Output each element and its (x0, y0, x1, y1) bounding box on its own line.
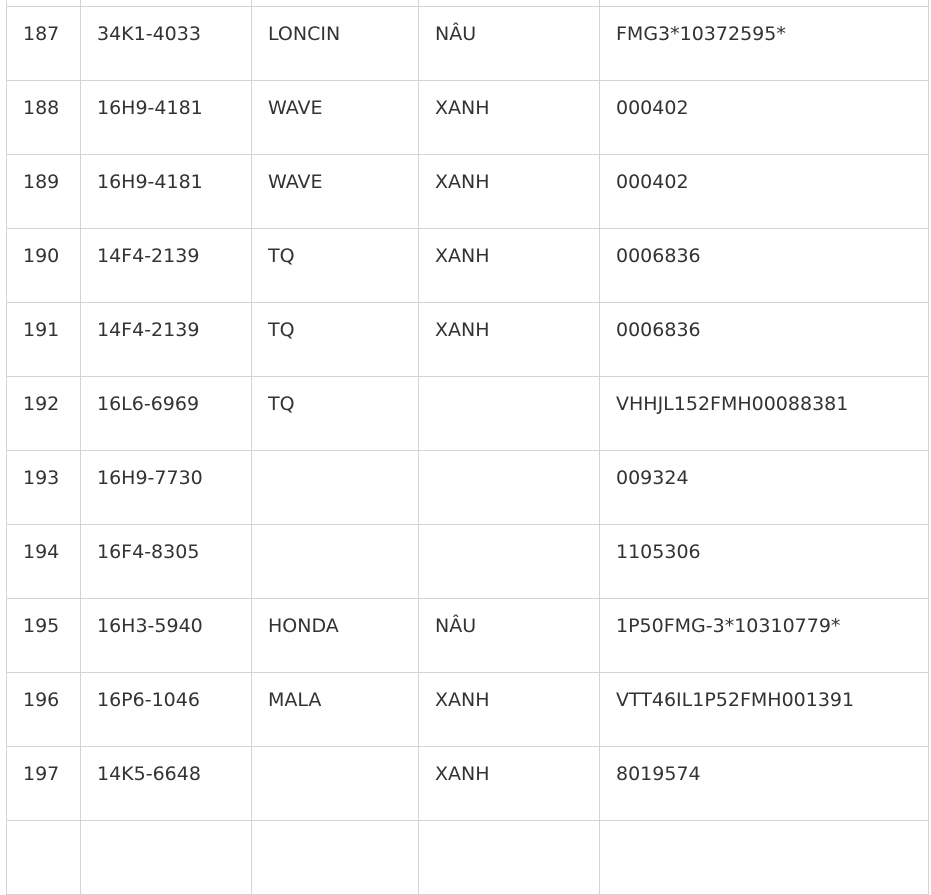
row-number-cell: 190 (6, 228, 81, 303)
color-cell: XANH (418, 228, 600, 303)
color-cell: XANH (418, 154, 600, 229)
plate-number-cell: 16H3-5940 (80, 598, 252, 673)
plate-number-cell: 16L6-6969 (80, 376, 252, 451)
table-row: 192 16L6-6969 TQ VHHJL152FMH00088381 (6, 376, 929, 451)
table-row: 194 16F4-8305 1105306 (6, 524, 929, 599)
color-cell: XANH (418, 302, 600, 377)
engine-number-cell (599, 820, 929, 895)
table-row: 187 34K1-4033 LONCIN NÂU FMG3*10372595* (6, 6, 929, 81)
brand-cell (251, 746, 419, 821)
brand-cell (251, 820, 419, 895)
brand-cell: MALA (251, 672, 419, 747)
engine-number-cell: 1105306 (599, 524, 929, 599)
row-number-cell: 193 (6, 450, 81, 525)
engine-number-cell: 0006836 (599, 302, 929, 377)
table-row: 191 14F4-2139 TQ XANH 0006836 (6, 302, 929, 377)
engine-number-cell: 8019574 (599, 746, 929, 821)
color-cell: XANH (418, 672, 600, 747)
engine-number-cell: VTT46IL1P52FMH001391 (599, 672, 929, 747)
table-row: 189 16H9-4181 WAVE XANH 000402 (6, 154, 929, 229)
engine-number-cell: 009324 (599, 450, 929, 525)
plate-number-cell: 16H9-4181 (80, 154, 252, 229)
plate-number-cell: 14F4-2139 (80, 228, 252, 303)
color-cell: XANH (418, 746, 600, 821)
table-row: 188 16H9-4181 WAVE XANH 000402 (6, 80, 929, 155)
row-number-cell: 191 (6, 302, 81, 377)
color-cell (418, 524, 600, 599)
brand-cell: TQ (251, 376, 419, 451)
table-row: 196 16P6-1046 MALA XANH VTT46IL1P52FMH001391 (6, 672, 929, 747)
engine-number-cell: FMG3*10372595* (599, 6, 929, 81)
table-row: 197 14K5-6648 XANH 8019574 (6, 746, 929, 821)
row-number-cell: 189 (6, 154, 81, 229)
table-row: 195 16H3-5940 HONDA NÂU 1P50FMG-3*10310779* (6, 598, 929, 673)
brand-cell (251, 524, 419, 599)
engine-number-cell: 1P50FMG-3*10310779* (599, 598, 929, 673)
plate-number-cell: 34K1-4033 (80, 6, 252, 81)
row-number-cell: 195 (6, 598, 81, 673)
color-cell: XANH (418, 80, 600, 155)
plate-number-cell: 16H9-4181 (80, 80, 252, 155)
brand-cell (251, 450, 419, 525)
engine-number-cell: 000402 (599, 154, 929, 229)
table-top-edge (6, 0, 929, 6)
color-cell: NÂU (418, 6, 600, 81)
plate-number-cell: 16F4-8305 (80, 524, 252, 599)
plate-number-cell: 14F4-2139 (80, 302, 252, 377)
row-number-cell: 196 (6, 672, 81, 747)
vehicle-table: 187 34K1-4033 LONCIN NÂU FMG3*10372595* 188 16… (6, 6, 929, 895)
table-row: 190 14F4-2139 TQ XANH 0006836 (6, 228, 929, 303)
plate-number-cell: 16H9-7730 (80, 450, 252, 525)
brand-cell: WAVE (251, 154, 419, 229)
plate-number-cell: 14K5-6648 (80, 746, 252, 821)
brand-cell: WAVE (251, 80, 419, 155)
row-number-cell (6, 820, 81, 895)
row-number-cell: 188 (6, 80, 81, 155)
row-number-cell: 192 (6, 376, 81, 451)
plate-number-cell (80, 820, 252, 895)
color-cell: NÂU (418, 598, 600, 673)
engine-number-cell: 0006836 (599, 228, 929, 303)
table-row: 193 16H9-7730 009324 (6, 450, 929, 525)
table-row (6, 820, 929, 895)
brand-cell: TQ (251, 302, 419, 377)
row-number-cell: 197 (6, 746, 81, 821)
brand-cell: HONDA (251, 598, 419, 673)
row-number-cell: 194 (6, 524, 81, 599)
color-cell (418, 820, 600, 895)
brand-cell: LONCIN (251, 6, 419, 81)
engine-number-cell: 000402 (599, 80, 929, 155)
engine-number-cell: VHHJL152FMH00088381 (599, 376, 929, 451)
color-cell (418, 450, 600, 525)
brand-cell: TQ (251, 228, 419, 303)
row-number-cell: 187 (6, 6, 81, 81)
plate-number-cell: 16P6-1046 (80, 672, 252, 747)
color-cell (418, 376, 600, 451)
